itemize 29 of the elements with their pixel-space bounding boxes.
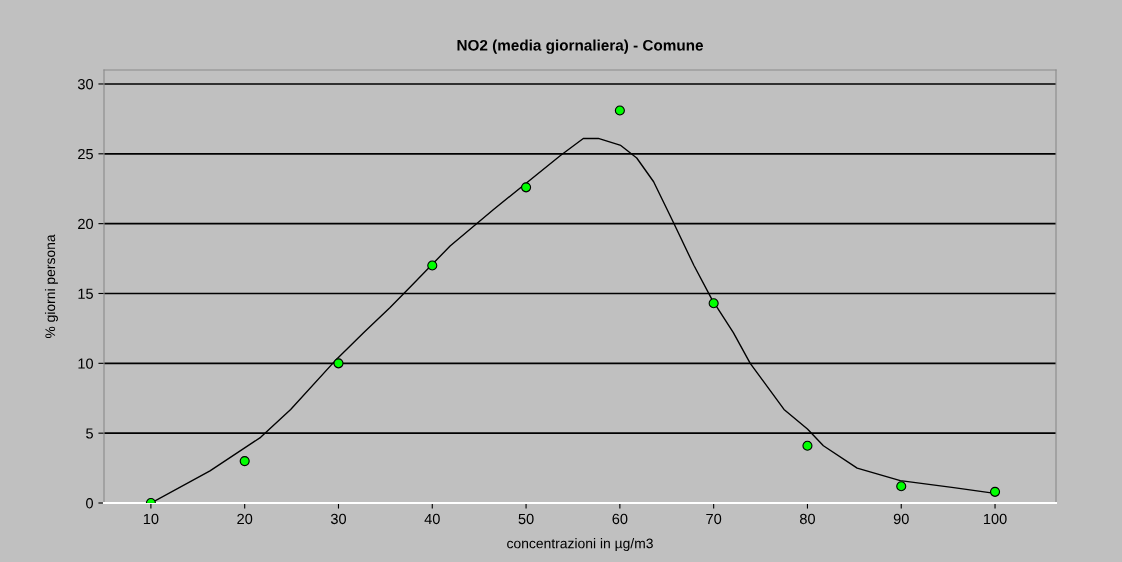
y-axis-title: % giorni persona: [44, 234, 58, 339]
x-tick-label: 60: [612, 513, 628, 525]
x-axis-title: concentrazioni in µg/m3: [507, 538, 653, 552]
point: [239, 456, 250, 467]
y-tick-label: 15: [78, 288, 93, 299]
point: [614, 105, 625, 116]
x-tick-label: 30: [330, 513, 347, 525]
point: [896, 481, 907, 492]
point: [521, 182, 532, 193]
x-tick-label: 20: [237, 513, 253, 525]
point: [989, 486, 1001, 497]
chart-title: NO2 (media giornaliera) - Comune: [457, 39, 703, 54]
x-tick-label: 40: [424, 513, 440, 525]
point: [427, 260, 438, 271]
y-tick-label: 20: [78, 218, 94, 230]
point: [333, 358, 344, 369]
y-tick-label: 0: [86, 498, 94, 509]
y-tick-label: 10: [78, 358, 94, 369]
y-tick-label: 5: [86, 428, 93, 439]
point: [708, 298, 719, 309]
x-tick-label: 100: [983, 513, 1007, 525]
x-tick-label: 50: [518, 513, 534, 525]
x-tick-label: 70: [706, 513, 722, 525]
x-tick-label: 90: [893, 513, 909, 525]
y-tick-label: 25: [78, 148, 93, 160]
x-tick-label: 10: [143, 513, 159, 525]
y-tick-label: 30: [77, 79, 94, 90]
point: [802, 440, 813, 451]
x-tick-label: 80: [799, 513, 815, 525]
